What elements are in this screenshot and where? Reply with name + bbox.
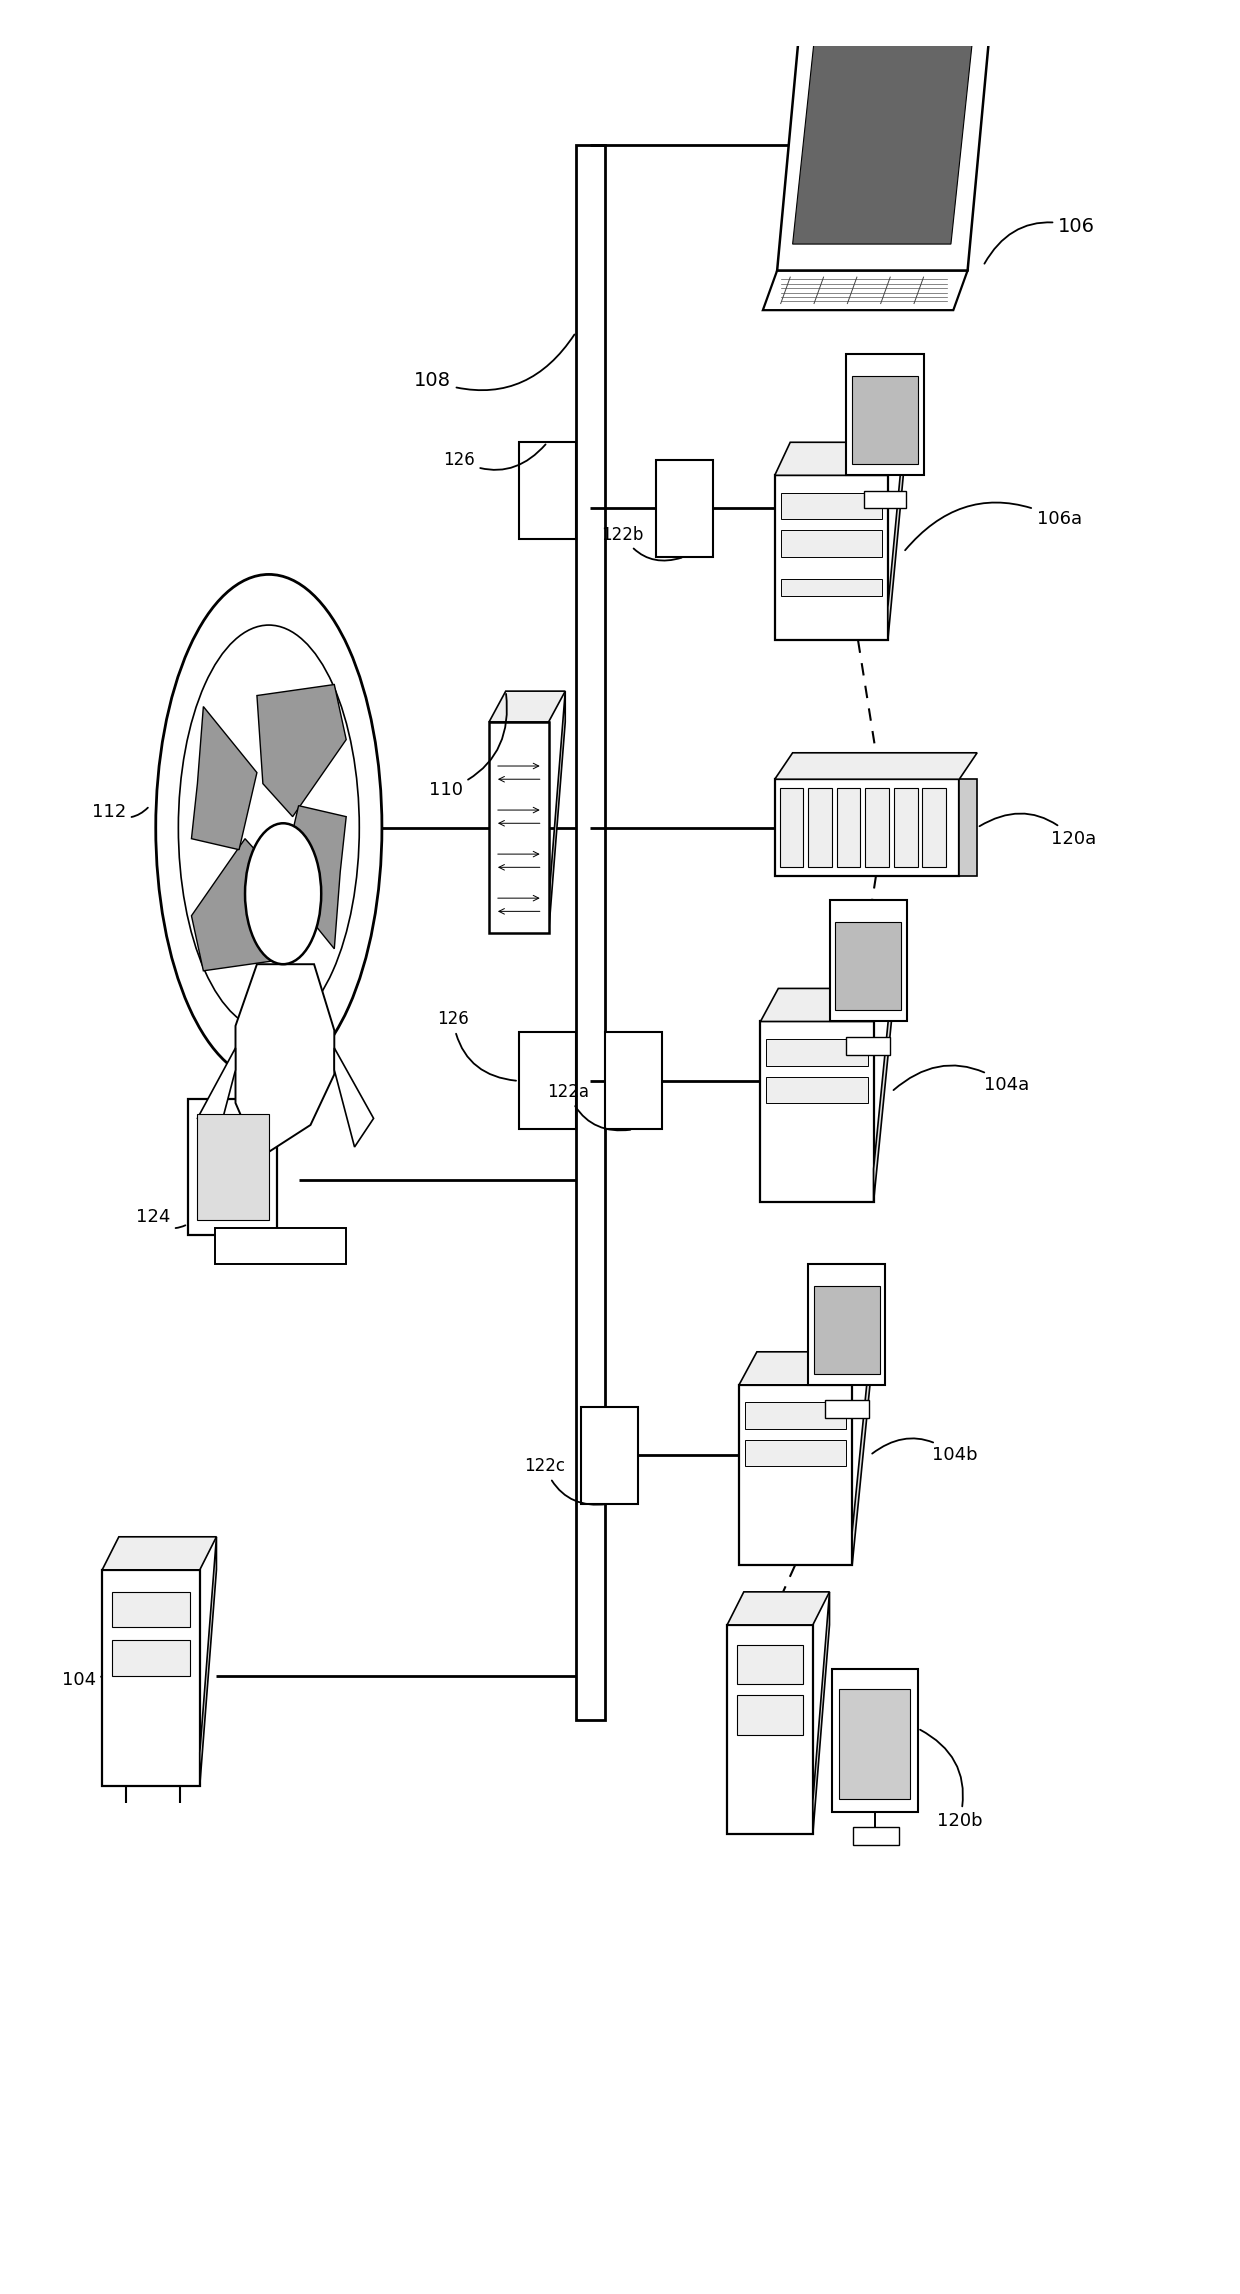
Bar	[737, 1695, 804, 1734]
Polygon shape	[489, 690, 565, 723]
Polygon shape	[280, 805, 346, 950]
Polygon shape	[777, 14, 992, 271]
Bar	[852, 376, 918, 463]
Bar	[197, 1115, 269, 1220]
Polygon shape	[236, 963, 335, 1158]
Bar	[102, 1569, 200, 1785]
Bar	[775, 475, 888, 640]
Polygon shape	[191, 707, 257, 849]
Bar	[853, 1828, 899, 1844]
Bar	[839, 1688, 910, 1798]
Bar	[923, 789, 946, 867]
Polygon shape	[197, 1048, 236, 1147]
Bar	[846, 353, 924, 475]
Polygon shape	[792, 41, 972, 243]
Bar	[836, 922, 901, 1009]
Bar	[808, 1264, 885, 1386]
Polygon shape	[548, 690, 565, 934]
Polygon shape	[257, 684, 346, 817]
Text: 106: 106	[985, 218, 1095, 264]
Bar	[766, 1076, 868, 1103]
Polygon shape	[102, 1537, 217, 1569]
Bar	[580, 1406, 637, 1505]
Bar	[866, 789, 889, 867]
Text: 106a: 106a	[905, 502, 1081, 551]
Bar	[745, 1402, 846, 1429]
Bar	[656, 459, 713, 557]
Polygon shape	[191, 840, 280, 970]
Bar	[727, 1624, 813, 1835]
Text: 120a: 120a	[980, 814, 1096, 849]
Bar	[846, 1037, 890, 1055]
Bar	[766, 1039, 868, 1064]
Text: 104: 104	[62, 1670, 102, 1688]
Text: 126: 126	[436, 1009, 516, 1080]
Bar	[837, 789, 861, 867]
Bar	[781, 578, 882, 596]
Polygon shape	[335, 1048, 373, 1147]
Bar	[216, 1230, 346, 1264]
Bar	[780, 789, 804, 867]
Text: 112: 112	[92, 803, 148, 821]
Bar	[489, 723, 548, 934]
Text: 122a: 122a	[547, 1083, 630, 1131]
Polygon shape	[739, 1351, 870, 1386]
Text: 104a: 104a	[894, 1064, 1029, 1094]
Bar	[781, 530, 882, 557]
Bar	[864, 491, 905, 509]
Bar	[605, 1032, 662, 1129]
Bar	[808, 789, 832, 867]
Polygon shape	[727, 1592, 830, 1624]
Bar	[518, 1032, 575, 1129]
Text: 122c: 122c	[525, 1457, 606, 1505]
Bar	[825, 1399, 869, 1418]
Bar	[813, 1285, 879, 1374]
Text: 120b: 120b	[920, 1730, 982, 1831]
Polygon shape	[763, 271, 967, 310]
Bar	[112, 1640, 190, 1675]
Bar	[760, 1021, 873, 1202]
Bar	[575, 145, 605, 1720]
Bar	[745, 1441, 846, 1466]
Polygon shape	[873, 989, 892, 1202]
Circle shape	[246, 824, 321, 963]
Bar	[832, 1670, 918, 1812]
Polygon shape	[775, 443, 903, 475]
Text: 122b: 122b	[601, 525, 682, 560]
Bar	[518, 443, 575, 539]
Polygon shape	[852, 1351, 870, 1565]
Text: 110: 110	[429, 693, 507, 798]
Bar	[894, 789, 918, 867]
Bar	[188, 1099, 278, 1234]
Text: 104b: 104b	[872, 1438, 977, 1464]
Bar	[775, 780, 960, 876]
Bar	[781, 493, 882, 518]
Bar	[830, 899, 906, 1021]
Polygon shape	[775, 752, 977, 780]
Text: 126: 126	[443, 445, 546, 470]
Bar	[737, 1645, 804, 1684]
Polygon shape	[200, 1537, 217, 1785]
Ellipse shape	[156, 574, 382, 1080]
Text: 124: 124	[135, 1209, 186, 1227]
Bar	[739, 1386, 852, 1565]
Polygon shape	[760, 989, 892, 1021]
Text: 108: 108	[414, 335, 574, 390]
Bar	[112, 1592, 190, 1626]
Polygon shape	[888, 443, 903, 640]
Polygon shape	[813, 1592, 830, 1835]
Polygon shape	[960, 780, 977, 876]
